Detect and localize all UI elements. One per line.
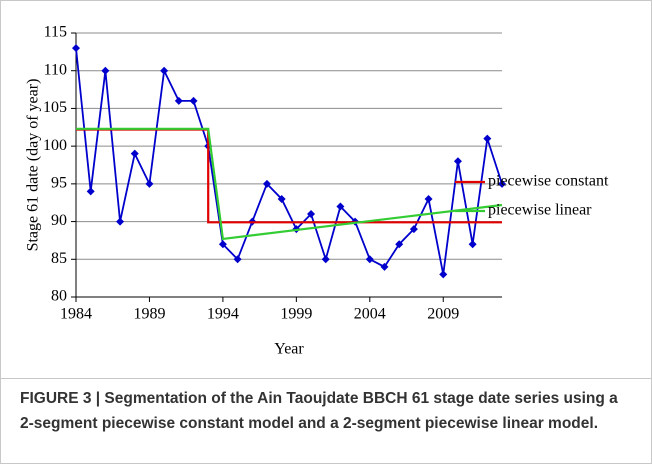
point-marker bbox=[439, 270, 448, 279]
point-marker bbox=[145, 179, 154, 188]
point-marker bbox=[174, 96, 183, 105]
series-line bbox=[76, 128, 502, 224]
point-marker bbox=[365, 255, 374, 264]
point-marker bbox=[468, 240, 477, 249]
x-tick-label: 1989 bbox=[133, 306, 165, 323]
x-tick-label: 1984 bbox=[60, 306, 92, 323]
separator bbox=[0, 378, 652, 379]
point-marker bbox=[483, 134, 492, 143]
point-marker bbox=[424, 194, 433, 203]
y-tick-label: 100 bbox=[43, 137, 67, 154]
x-tick-label: 1999 bbox=[280, 306, 312, 323]
x-axis-label: Year bbox=[274, 341, 304, 358]
x-tick-label: 1994 bbox=[207, 306, 239, 323]
point-marker bbox=[189, 96, 198, 105]
y-tick-label: 110 bbox=[44, 61, 67, 78]
point-marker bbox=[380, 262, 389, 271]
x-tick-label: 2004 bbox=[354, 306, 386, 323]
legend-label: piecewise constant bbox=[488, 173, 609, 190]
point-marker bbox=[336, 202, 345, 211]
chart: Year Stage 61 date (day of year) 80 85 90 9… bbox=[25, 24, 609, 358]
y-tick-label: 90 bbox=[51, 212, 67, 229]
point-marker bbox=[307, 210, 316, 219]
point-marker bbox=[321, 255, 330, 264]
point-marker bbox=[130, 149, 139, 158]
point-marker bbox=[453, 157, 462, 166]
series-line bbox=[76, 127, 503, 241]
series-line bbox=[75, 47, 503, 275]
legend-label: piecewise linear bbox=[488, 202, 592, 219]
y-tick-label: 95 bbox=[51, 175, 67, 192]
caption: FIGURE 3 | Segmentation of the Ain Taouj… bbox=[20, 390, 618, 432]
x-tick-label: 2009 bbox=[427, 306, 459, 323]
y-tick-label: 105 bbox=[43, 99, 67, 116]
point-marker bbox=[218, 240, 227, 249]
y-tick-label: 80 bbox=[51, 288, 67, 305]
y-axis-label: Stage 61 date (day of year) bbox=[25, 79, 42, 252]
y-tick-label: 85 bbox=[51, 250, 67, 267]
point-marker bbox=[409, 225, 418, 234]
point-marker bbox=[233, 255, 242, 264]
point-marker bbox=[72, 44, 80, 53]
point-marker bbox=[277, 194, 286, 203]
point-marker bbox=[116, 217, 125, 226]
y-tick-label: 115 bbox=[44, 24, 67, 41]
point-marker bbox=[160, 66, 169, 75]
point-marker bbox=[101, 66, 110, 75]
point-marker bbox=[262, 179, 271, 188]
point-marker bbox=[395, 240, 404, 249]
point-marker bbox=[86, 187, 95, 196]
point-marker bbox=[498, 179, 506, 188]
